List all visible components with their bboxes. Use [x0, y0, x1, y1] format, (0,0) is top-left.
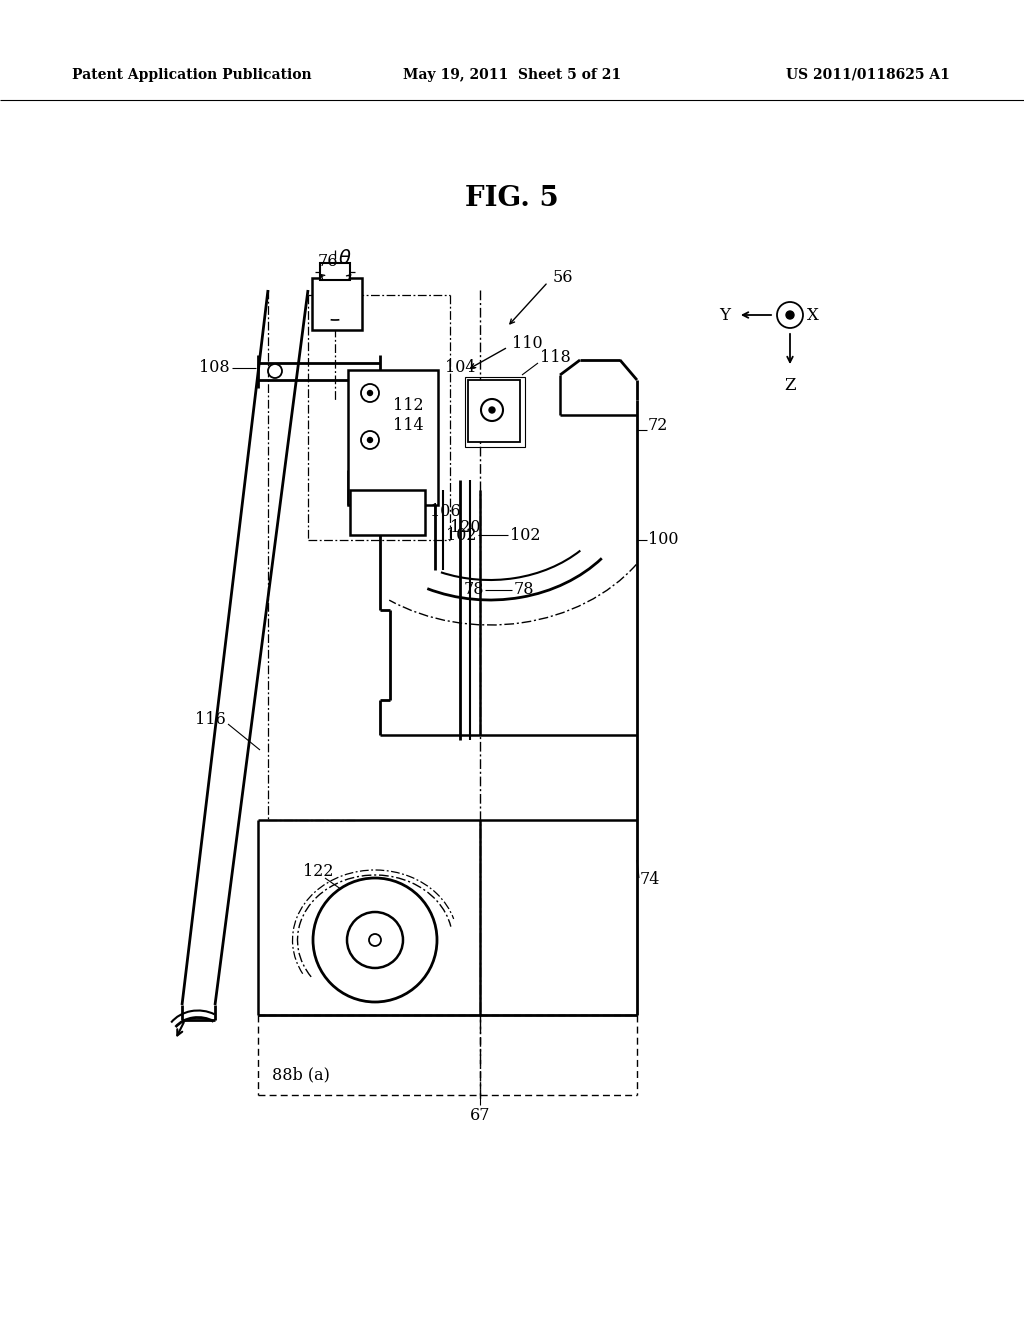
Text: 120: 120	[450, 519, 480, 536]
Text: 76: 76	[318, 253, 339, 271]
Text: 110: 110	[512, 334, 543, 351]
Text: 104: 104	[445, 359, 475, 376]
Circle shape	[347, 912, 403, 968]
Bar	[348, 370, 438, 506]
Text: 56: 56	[553, 269, 573, 286]
Text: Patent Application Publication: Patent Application Publication	[72, 69, 311, 82]
Text: 88b (a): 88b (a)	[272, 1067, 330, 1084]
Text: $\theta$: $\theta$	[338, 248, 351, 268]
Bar	[319, 263, 350, 280]
Text: 112: 112	[393, 396, 424, 413]
Circle shape	[481, 399, 503, 421]
Text: US 2011/0118625 A1: US 2011/0118625 A1	[786, 69, 950, 82]
Text: 114: 114	[393, 417, 424, 433]
Circle shape	[786, 312, 794, 319]
Circle shape	[368, 391, 373, 396]
Circle shape	[489, 407, 495, 413]
Text: 67: 67	[470, 1106, 490, 1123]
Text: 100: 100	[648, 532, 679, 549]
Circle shape	[777, 302, 803, 327]
Bar	[312, 279, 362, 330]
Text: 74: 74	[640, 871, 660, 888]
Bar	[350, 490, 425, 535]
Circle shape	[369, 935, 381, 946]
Circle shape	[268, 364, 282, 378]
Text: 122: 122	[303, 863, 334, 880]
Text: May 19, 2011  Sheet 5 of 21: May 19, 2011 Sheet 5 of 21	[402, 69, 622, 82]
Text: 108: 108	[200, 359, 230, 376]
Text: Y: Y	[719, 306, 730, 323]
Text: 116: 116	[195, 711, 225, 729]
Text: Z: Z	[784, 378, 796, 393]
Text: 78: 78	[514, 582, 535, 598]
Circle shape	[368, 437, 373, 442]
Text: 118: 118	[540, 350, 570, 367]
Text: X: X	[807, 306, 819, 323]
Text: 72: 72	[648, 417, 669, 433]
Text: 106: 106	[430, 503, 461, 520]
Text: 102: 102	[446, 527, 477, 544]
Text: FIG. 5: FIG. 5	[465, 185, 559, 211]
Circle shape	[361, 384, 379, 403]
Bar	[468, 380, 520, 442]
Circle shape	[361, 432, 379, 449]
Circle shape	[313, 878, 437, 1002]
Text: 78: 78	[464, 582, 484, 598]
Text: 102: 102	[510, 527, 541, 544]
